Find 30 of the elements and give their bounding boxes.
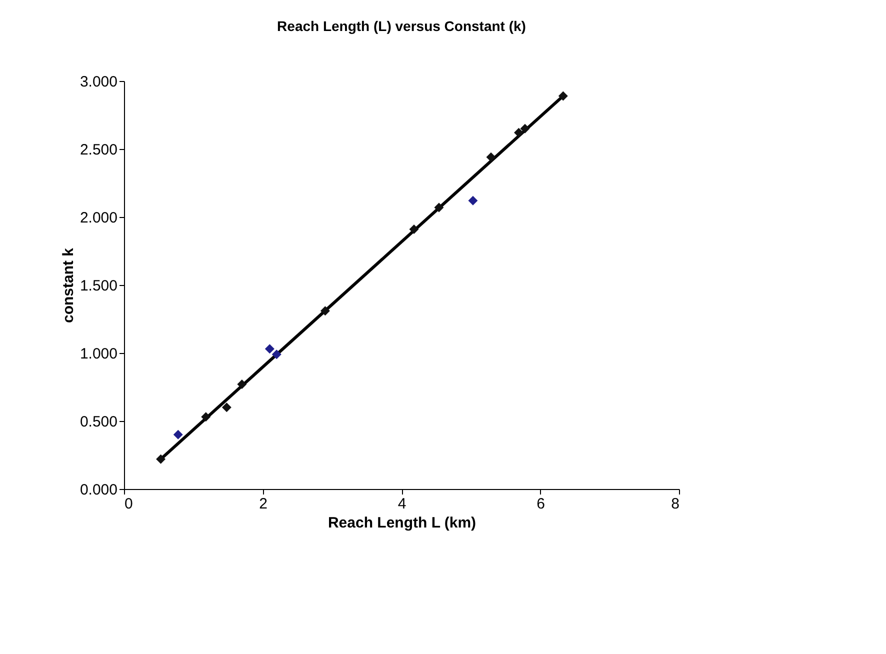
x-tick-label: 8 [671,496,680,512]
x-tick-label: 2 [259,496,268,512]
point [409,224,419,234]
point [486,152,496,162]
x-axis-title: Reach Length L (km) [328,514,476,532]
point [320,306,330,316]
y-tick-label: 1.000 [80,346,118,362]
y-tick-label: 3.000 [80,74,118,90]
point [156,454,166,464]
x-tick-label: 6 [536,496,545,512]
point [264,344,274,354]
point [237,380,247,390]
point [514,128,524,138]
x-tick-label: 4 [398,496,406,512]
point [434,202,444,212]
x-tick-label: 0 [124,496,133,512]
point [558,91,568,101]
chart-title: Reach Length (L) versus Constant (k) [277,18,526,34]
point [468,196,478,206]
y-tick-label: 0.500 [80,414,118,430]
y-axis-title: constant k [60,247,77,324]
point [272,350,282,360]
point [201,412,211,422]
point [520,124,530,134]
y-tick-label: 1.500 [80,278,118,294]
y-tick-label: 2.500 [80,142,118,158]
point [173,430,183,440]
y-tick-label: 2.000 [80,210,118,226]
point [222,402,232,412]
y-tick-label: 0.000 [80,482,118,498]
